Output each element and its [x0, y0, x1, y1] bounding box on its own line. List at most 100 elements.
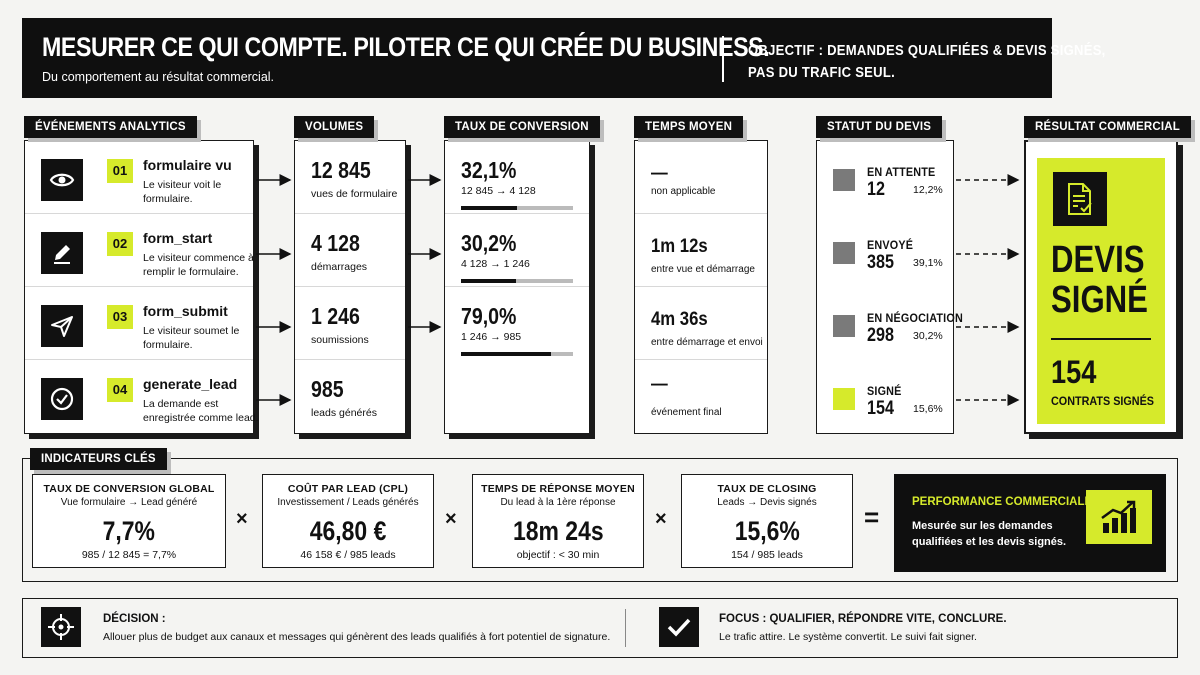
conversion-bar-fill: [461, 279, 516, 283]
bottom-divider: [625, 609, 626, 647]
status-name: EN NÉGOCIATION: [867, 311, 963, 325]
time-value: —: [651, 374, 668, 395]
column-header-events: ÉVÉNEMENTS ANALYTICS: [24, 116, 197, 138]
status-percent: 39,1%: [913, 257, 943, 269]
result-title: DEVIS SIGNÉ: [1051, 240, 1148, 320]
status-count: 298: [867, 325, 894, 346]
event-name: form_submit: [143, 303, 228, 319]
kpi-value: 15,6%: [734, 516, 800, 546]
kpi-subtitle: Vue formulaire → Lead généré: [60, 497, 198, 508]
time-label: entre vue et démarrage: [651, 264, 755, 275]
event-row: 02 form_start Le visiteur commence à rem…: [25, 214, 254, 287]
event-row: 04 generate_lead La demande est enregist…: [25, 360, 259, 433]
result-title-line-2: SIGNÉ: [1051, 279, 1148, 321]
conversion-rate: 79,0%: [461, 303, 517, 329]
status-row: ENVOYÉ 385 39,1%: [817, 214, 953, 287]
event-description: Le visiteur voit le formulaire.: [143, 179, 222, 205]
objective-line-2: PAS DU TRAFIC SEUL.: [748, 65, 895, 81]
status-count: 385: [867, 252, 894, 273]
volume-row: 4 128 démarrages: [295, 214, 405, 287]
column-header-volumes: VOLUMES: [294, 116, 375, 138]
volume-row: 985 leads générés: [295, 360, 405, 433]
kpi-subtitle: Du lead à la 1ère réponse: [500, 497, 616, 508]
time-row: — événement final: [635, 360, 767, 433]
performance-description: Mesurée sur les demandes qualifiées et l…: [912, 520, 1067, 548]
operator-times: ×: [655, 508, 667, 530]
header-banner: MESURER CE QUI COMPTE. PILOTER CE QUI CR…: [22, 18, 1105, 98]
event-description: La demande est enregistrée comme lead.: [143, 398, 259, 424]
volume-label: leads générés: [311, 407, 377, 419]
time-panel: — non applicable 1m 12s entre vue et dém…: [634, 140, 768, 434]
status-name: EN ATTENTE: [867, 165, 936, 179]
event-number: 02: [107, 232, 133, 256]
column-header-result: RÉSULTAT COMMERCIAL: [1024, 116, 1191, 138]
time-value: —: [651, 163, 668, 184]
result-highlight: DEVIS SIGNÉ 154 CONTRATS SIGNÉS: [1037, 158, 1165, 424]
operator-times: ×: [236, 508, 248, 530]
conversion-bar: [461, 279, 573, 283]
kpi-title: TAUX DE CLOSING: [717, 483, 817, 495]
event-number: 03: [107, 305, 133, 329]
result-label: CONTRATS SIGNÉS: [1051, 394, 1155, 408]
conversion-bar: [461, 206, 573, 210]
result-title-line-1: DEVIS: [1051, 239, 1145, 281]
decision-text: Allouer plus de budget aux canaux et mes…: [103, 631, 611, 643]
status-swatch: [833, 169, 855, 191]
status-percent: 30,2%: [913, 330, 943, 342]
status-panel: EN ATTENTE 12 12,2% ENVOYÉ 385 39,1% EN …: [816, 140, 963, 434]
performance-title: PERFORMANCE COMMERCIALE: [912, 496, 1093, 508]
kpi-subtitle: Investissement / Leads générés: [277, 497, 419, 508]
kpi-card-conversion: TAUX DE CONVERSION GLOBAL Vue formulaire…: [32, 474, 226, 568]
volume-value: 1 246: [311, 303, 360, 329]
event-name: form_start: [143, 230, 213, 246]
status-name: ENVOYÉ: [867, 238, 914, 252]
pencil-icon: [41, 232, 83, 274]
status-swatch: [833, 242, 855, 264]
column-header-time: TEMPS MOYEN: [634, 116, 744, 138]
status-name: SIGNÉ: [867, 384, 902, 398]
status-row: SIGNÉ 154 15,6%: [817, 360, 953, 433]
focus-text: Le trafic attire. Le système convertit. …: [719, 631, 977, 643]
status-swatch: [833, 388, 855, 410]
kpi-value: 46,80 €: [309, 516, 387, 546]
objective-text: OBJECTIF : DEMANDES QUALIFIÉES & DEVIS S…: [748, 40, 1106, 84]
volume-row: 1 246 soumissions: [295, 287, 405, 360]
page-subtitle: Du comportement au résultat commercial.: [42, 70, 275, 84]
volume-value: 985: [311, 376, 344, 402]
status-percent: 12,2%: [913, 184, 943, 196]
decision-title: DÉCISION :: [103, 613, 166, 625]
column-header-conversion: TAUX DE CONVERSION: [444, 116, 600, 138]
conversion-row: 30,2% 4 128 → 1 246: [445, 214, 589, 287]
result-divider: [1051, 338, 1151, 340]
focus-title: FOCUS : QUALIFIER, RÉPONDRE VITE, CONCLU…: [719, 613, 1007, 625]
kpi-detail: 985 / 12 845 = 7,7%: [81, 549, 177, 561]
conversion-bar-fill: [461, 206, 517, 210]
conversion-rate: 30,2%: [461, 230, 517, 256]
conversion-row: 79,0% 1 246 → 985: [445, 287, 589, 360]
volumes-panel: 12 845 vues de formulaire 4 128 démarrag…: [294, 140, 406, 434]
volume-value: 4 128: [311, 230, 360, 256]
kpi-subtitle: Leads → Devis signés: [717, 497, 817, 508]
kpi-section-header: INDICATEURS CLÉS: [30, 448, 167, 470]
volume-value: 12 845: [311, 157, 371, 183]
events-panel: 01 formulaire vu Le visiteur voit le for…: [24, 140, 259, 434]
kpi-title: COÛT PAR LEAD (CPL): [287, 483, 409, 495]
conversion-bar: [461, 352, 573, 356]
status-row: EN NÉGOCIATION 298 30,2%: [817, 287, 963, 360]
time-label: entre démarrage et envoi: [651, 337, 763, 348]
page-title: MESURER CE QUI COMPTE. PILOTER CE QUI CR…: [42, 32, 770, 62]
kpi-detail: 46 158 € / 985 leads: [300, 549, 396, 561]
time-value: 1m 12s: [651, 236, 708, 257]
conversion-panel: 32,1% 12 845 → 4 128 30,2% 4 128 → 1 246…: [444, 140, 590, 434]
status-swatch: [833, 315, 855, 337]
conversion-detail: 4 128 → 1 246: [461, 258, 530, 270]
kpi-title: TAUX DE CONVERSION GLOBAL: [43, 483, 215, 495]
conversion-detail: 1 246 → 985: [461, 331, 522, 343]
check-circle-icon: [41, 378, 83, 420]
status-count: 12: [867, 179, 885, 200]
conversion-detail: 12 845 → 4 128: [461, 185, 536, 197]
kpi-value: 7,7%: [102, 516, 156, 546]
volume-row: 12 845 vues de formulaire: [295, 141, 405, 214]
kpi-card-response-time: TEMPS DE RÉPONSE MOYEN Du lead à la 1ère…: [472, 474, 644, 568]
